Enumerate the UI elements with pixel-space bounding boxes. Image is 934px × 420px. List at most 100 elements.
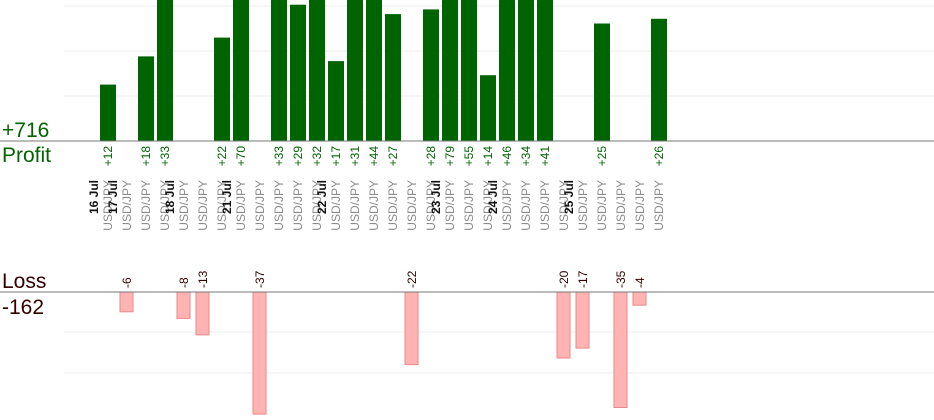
loss-bar [176, 291, 191, 319]
profit-bar [461, 0, 477, 141]
profit-value-label: +27 [386, 146, 400, 167]
pair-label: USD/JPY [196, 180, 210, 231]
loss-bar [613, 291, 628, 408]
pair-label: USD/JPY [652, 180, 666, 231]
pair-label: USD/JPY [329, 180, 343, 231]
profit-bar [651, 18, 667, 141]
loss-value-label: -17 [576, 270, 590, 288]
profit-value-label: +34 [519, 146, 533, 167]
profit-value-label: +12 [101, 146, 115, 167]
profit-bar [347, 0, 363, 141]
profit-value-label: +33 [272, 146, 286, 167]
pair-label: USD/JPY [158, 180, 172, 231]
pair-label: USD/JPY [576, 180, 590, 231]
pair-label: USD/JPY [538, 180, 552, 231]
pair-label: USD/JPY [234, 180, 248, 231]
date-label: 17 Jul [106, 180, 120, 214]
date-label: 25 Jul [562, 180, 576, 214]
profit-bar [594, 23, 610, 141]
profit-bar [100, 84, 116, 141]
profit-bar [309, 0, 325, 141]
profit-value-label: +46 [500, 146, 514, 167]
pair-label: USD/JPY [101, 180, 115, 231]
pair-label: USD/JPY [595, 180, 609, 231]
profit-value-label: +44 [367, 146, 381, 167]
profit-value-label: +32 [310, 146, 324, 167]
pair-label: USD/JPY [348, 180, 362, 231]
profit-bar [366, 0, 382, 141]
pair-label: USD/JPY [253, 180, 267, 231]
date-label: 23 Jul [429, 180, 443, 214]
loss-bar [195, 291, 210, 336]
profit-bar [214, 37, 230, 141]
pair-label: USD/JPY [500, 180, 514, 231]
profit-value-label: +55 [462, 146, 476, 167]
profit-bar [138, 56, 154, 141]
loss-bar [632, 291, 647, 306]
profit-bar [233, 0, 249, 141]
profit-value-label: +29 [291, 146, 305, 167]
profit-bar [290, 4, 306, 142]
profit-bar [385, 14, 401, 142]
pair-label: USD/JPY [386, 180, 400, 231]
loss-bar [252, 291, 267, 415]
loss-bar [119, 291, 134, 313]
loss-value-label: -35 [614, 270, 628, 288]
pair-label: USD/JPY [481, 180, 495, 231]
profit-bar [423, 9, 439, 142]
loss-value-label: -20 [557, 270, 571, 288]
profit-value-label: +26 [652, 146, 666, 167]
profit-bar [518, 0, 534, 141]
profit-label: Profit [2, 144, 52, 167]
profit-bar [157, 0, 173, 141]
pair-label: USD/JPY [405, 180, 419, 231]
pair-label: USD/JPY [557, 180, 571, 231]
profit-value-label: +17 [329, 146, 343, 167]
loss-value-label: -8 [177, 277, 191, 288]
pair-label: USD/JPY [139, 180, 153, 231]
loss-label: Loss [2, 270, 47, 293]
pair-label: USD/JPY [614, 180, 628, 231]
trade-bars [100, 0, 667, 415]
profit-bar [328, 61, 344, 141]
profit-total: +716 [2, 119, 50, 142]
date-label: 18 Jul [163, 180, 177, 214]
profit-bar [537, 0, 553, 141]
pair-label: USD/JPY [367, 180, 381, 231]
profit-value-label: +18 [139, 146, 153, 167]
date-label: 22 Jul [315, 180, 329, 214]
profit-value-label: +28 [424, 146, 438, 167]
loss-bar [575, 291, 590, 349]
value-labels: +12 -6 +18 +33 -8 -13 +22 +70 -37 +33 +29 +32 +17 +31… [101, 146, 666, 288]
pair-label: USD/JPY [519, 180, 533, 231]
loss-value-label: -6 [120, 277, 134, 288]
date-label: 24 Jul [486, 180, 500, 214]
profit-bar [480, 75, 496, 141]
pair-label: USD/JPY [120, 180, 134, 231]
profit-value-label: +25 [595, 146, 609, 167]
profit-value-label: +70 [234, 146, 248, 167]
profit-value-label: +22 [215, 146, 229, 167]
loss-bar [404, 291, 419, 366]
date-label: 16 Jul [87, 180, 101, 214]
profit-value-label: +31 [348, 146, 362, 167]
pair-label: USD/JPY [424, 180, 438, 231]
profit-value-label: +33 [158, 146, 172, 167]
pair-label: USD/JPY [443, 180, 457, 231]
loss-bar [556, 291, 571, 359]
profit-value-label: +41 [538, 146, 552, 167]
date-label: 21 Jul [220, 180, 234, 214]
profit-value-label: +14 [481, 146, 495, 167]
pair-label: USD/JPY [272, 180, 286, 231]
pair-label: USD/JPY [310, 180, 324, 231]
profit-value-label: +79 [443, 146, 457, 167]
loss-total: -162 [2, 296, 45, 319]
loss-value-label: -13 [196, 270, 210, 288]
loss-value-label: -4 [633, 277, 647, 288]
pair-label: USD/JPY [462, 180, 476, 231]
pair-label: USD/JPY [215, 180, 229, 231]
pair-label: USD/JPY [291, 180, 305, 231]
profit-bar [442, 0, 458, 141]
